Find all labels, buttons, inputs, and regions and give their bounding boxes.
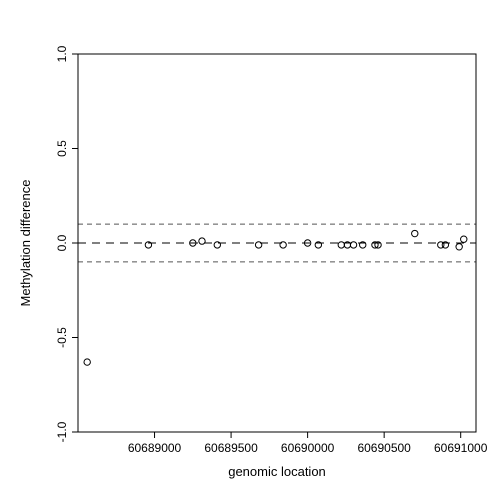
svg-text:0.0: 0.0 bbox=[55, 234, 69, 251]
svg-text:0.5: 0.5 bbox=[55, 140, 69, 157]
svg-text:60690500: 60690500 bbox=[357, 441, 411, 455]
svg-text:Methylation difference: Methylation difference bbox=[18, 180, 33, 307]
svg-text:-1.0: -1.0 bbox=[55, 421, 69, 442]
svg-text:genomic location: genomic location bbox=[228, 464, 326, 479]
svg-text:60689500: 60689500 bbox=[204, 441, 258, 455]
svg-text:-0.5: -0.5 bbox=[55, 327, 69, 348]
svg-text:60689000: 60689000 bbox=[128, 441, 182, 455]
svg-text:1.0: 1.0 bbox=[55, 45, 69, 62]
svg-text:60690000: 60690000 bbox=[281, 441, 335, 455]
chart-svg: 60689000 60689500 60690000 60690500 60691000… bbox=[0, 0, 504, 504]
svg-text:60691000: 60691000 bbox=[434, 441, 488, 455]
scatter-chart: 60689000 60689500 60690000 60690500 60691000… bbox=[0, 0, 504, 504]
